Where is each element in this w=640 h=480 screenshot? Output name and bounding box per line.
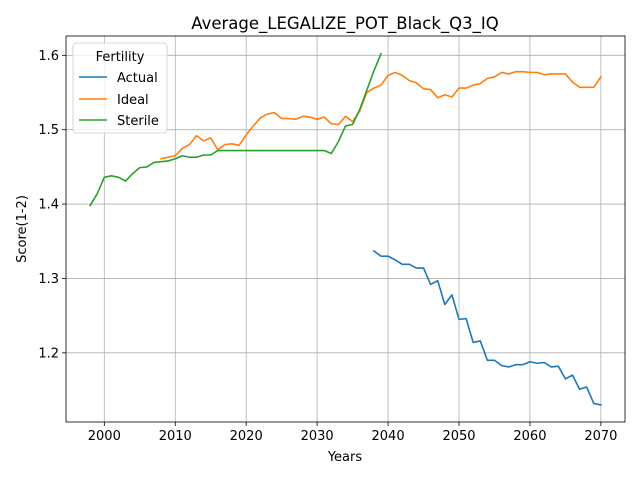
legend-title: Fertility: [96, 50, 145, 65]
series-layer: [89, 52, 602, 406]
x-tick-label: 2040: [372, 429, 405, 444]
grid-lines: [66, 36, 625, 422]
x-tick-label: 2020: [230, 429, 263, 444]
y-tick-label: 1.4: [38, 198, 59, 213]
y-tick-label: 1.2: [38, 346, 59, 361]
y-axis-label: Score(1-2): [15, 195, 30, 263]
x-tick-label: 2000: [88, 429, 121, 444]
plot-frame: [65, 35, 626, 423]
series-line-sterile: [89, 52, 383, 207]
x-tick-label: 2010: [159, 429, 192, 444]
x-axis: 2000 2010 2020 2030 2040 2050 2060 2070: [88, 422, 617, 444]
legend-label-sterile: Sterile: [117, 114, 159, 129]
series-line-actual: [372, 249, 602, 406]
x-tick-label: 2050: [442, 429, 475, 444]
y-tick-label: 1.5: [38, 123, 59, 138]
x-axis-label: Years: [327, 450, 363, 465]
legend-label-actual: Actual: [117, 71, 158, 86]
x-tick-label: 2060: [513, 429, 546, 444]
chart-title: Average_LEGALIZE_POT_Black_Q3_IQ: [191, 14, 498, 34]
y-axis: 1.2 1.3 1.4 1.5 1.6: [38, 49, 66, 361]
legend-box: [72, 42, 168, 134]
series-line-ideal: [160, 70, 602, 160]
y-tick-label: 1.3: [38, 272, 59, 287]
legend-label-ideal: Ideal: [117, 93, 149, 108]
x-tick-label: 2030: [301, 429, 334, 444]
legend: Fertility Actual Ideal Sterile: [72, 42, 168, 134]
x-tick-label: 2070: [584, 429, 617, 444]
y-tick-label: 1.6: [38, 49, 59, 64]
